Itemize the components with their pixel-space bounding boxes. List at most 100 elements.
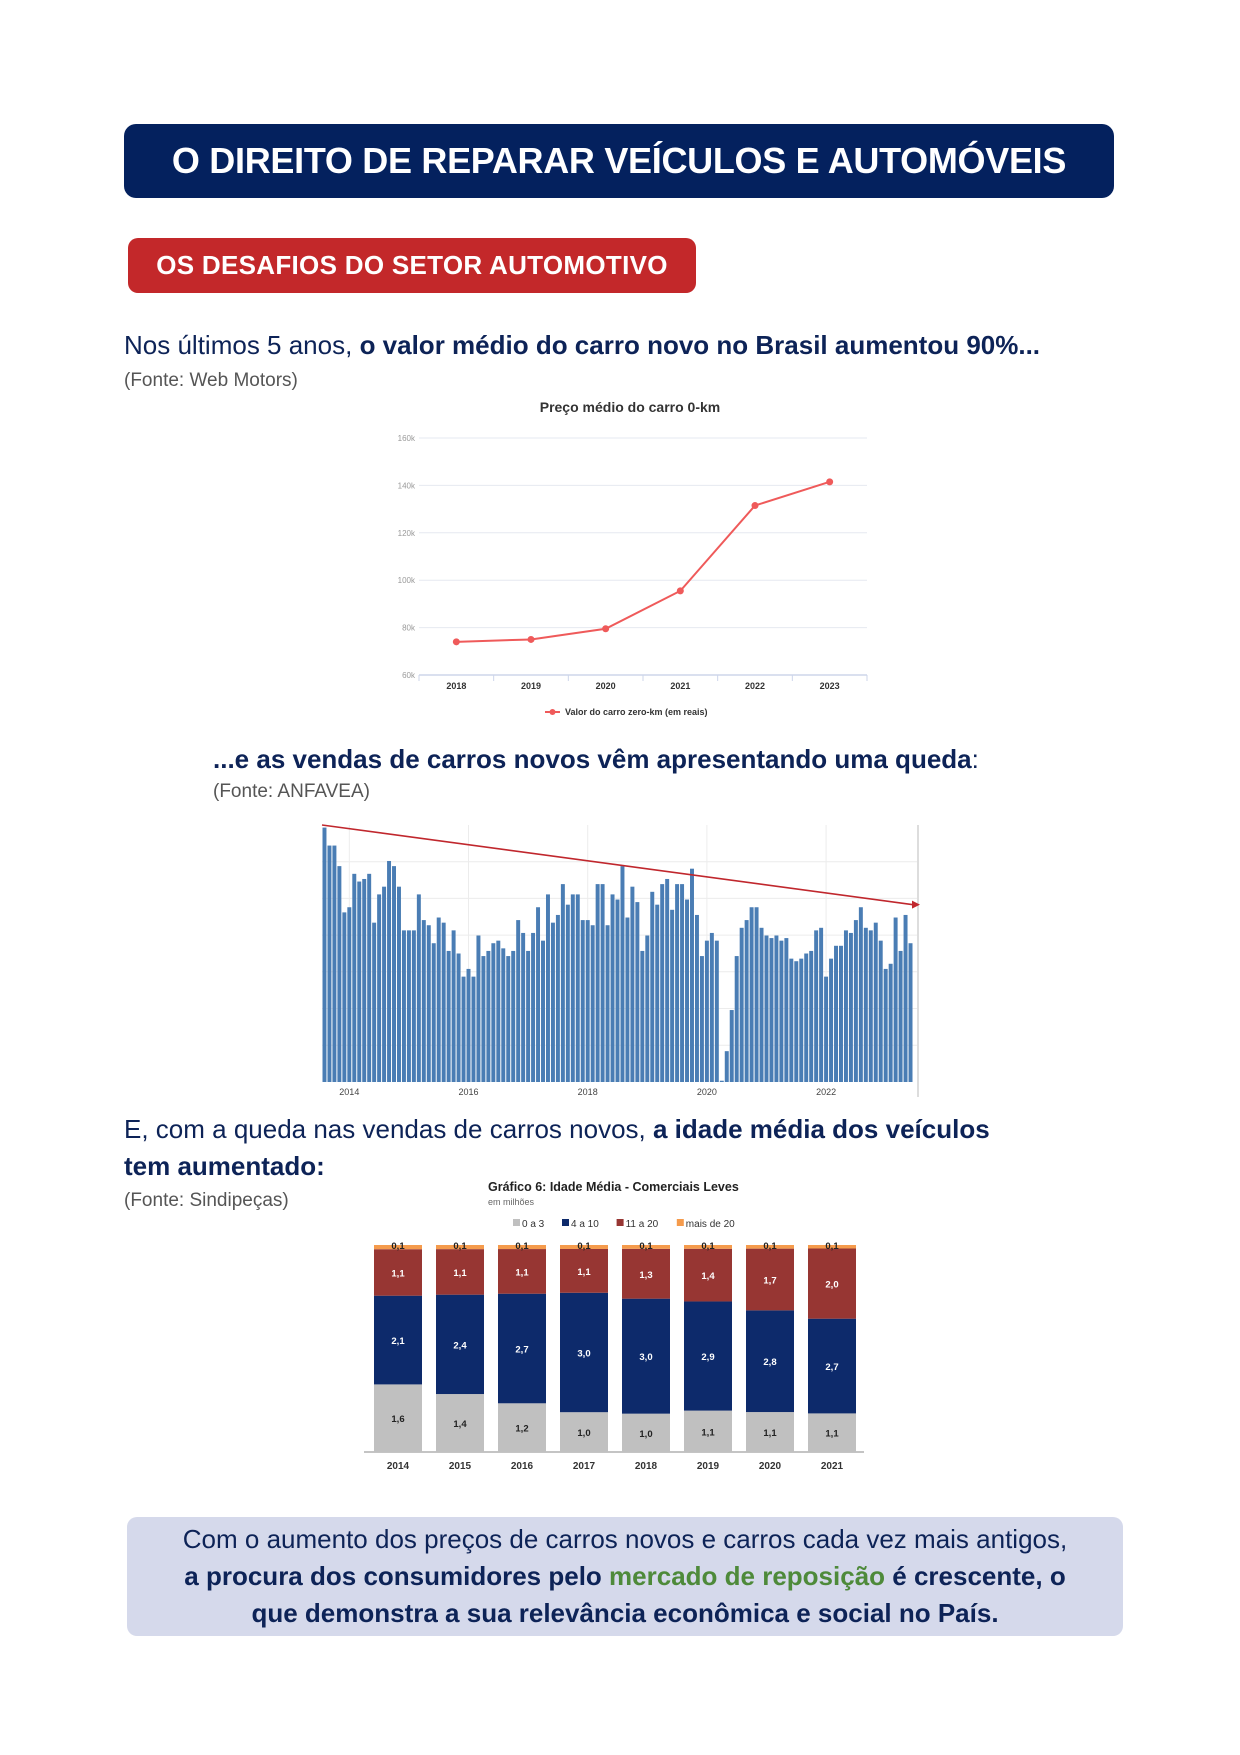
x-tick-label: 2021 [670, 681, 690, 691]
sales-bar [675, 884, 680, 1082]
data-label: 0,1 [453, 1241, 467, 1252]
summary-bold-a: a procura dos consumidores pelo [184, 1561, 610, 1591]
sales-bar [794, 961, 799, 1082]
sales-bar [749, 907, 754, 1082]
stack-segment [746, 1412, 794, 1452]
sales-bar [714, 940, 719, 1082]
sales-bar [908, 943, 913, 1082]
sales-statement: ...e as vendas de carros novos vêm apres… [213, 744, 979, 775]
chart-subtitle: em milhões [488, 1197, 535, 1207]
x-tick-label: 2017 [573, 1461, 596, 1472]
sales-bar [322, 827, 327, 1082]
data-label: 2,7 [515, 1345, 528, 1356]
sales-bar [888, 963, 893, 1082]
stack-segment [684, 1248, 732, 1302]
legend-label: 0 a 3 [522, 1219, 545, 1230]
sales-bar [496, 940, 501, 1082]
data-label: 1,1 [701, 1427, 715, 1438]
trend-arrow-icon [912, 900, 920, 909]
sales-bar [585, 920, 590, 1082]
section-heading-text: OS DESAFIOS DO SETOR AUTOMOTIVO [156, 250, 668, 280]
stack-segment [436, 1294, 484, 1395]
sales-bar [501, 948, 506, 1082]
sales-bar [486, 950, 491, 1082]
age-stacked-bar-chart: Gráfico 6: Idade Média - Comerciais Leve… [364, 1180, 864, 1472]
stack-segment [498, 1293, 546, 1404]
stack-segment [498, 1249, 546, 1294]
sales-bar [466, 968, 471, 1082]
data-label: 2,7 [825, 1362, 838, 1373]
data-label: 0,1 [391, 1241, 405, 1252]
stack-segment [436, 1245, 484, 1250]
data-label: 1,0 [577, 1428, 590, 1439]
sales-bar [382, 886, 387, 1082]
sales-bar [456, 953, 461, 1082]
data-label: 2,4 [453, 1340, 467, 1351]
data-label: 2,0 [825, 1280, 838, 1291]
data-point [751, 502, 759, 510]
stack-segment [374, 1245, 422, 1250]
x-tick-label: 2016 [511, 1461, 534, 1472]
sales-bar [878, 940, 883, 1082]
data-point [527, 635, 535, 643]
sales-bar [531, 932, 536, 1082]
sales-bar [476, 935, 481, 1082]
sales-bar [511, 950, 516, 1082]
sales-bar [610, 894, 615, 1082]
sales-bar [635, 902, 640, 1082]
sales-bar [521, 932, 526, 1082]
price-statement-highlight: o valor médio do carro novo no Brasil au… [359, 330, 1041, 360]
y-tick-label: 100k [398, 576, 416, 585]
summary-line-1: Com o aumento dos preços de carros novos… [182, 1524, 1068, 1554]
stack-segment [560, 1292, 608, 1413]
sales-bar [620, 866, 625, 1082]
data-label: 0,1 [515, 1241, 529, 1252]
legend-swatch [562, 1219, 569, 1226]
data-label: 2,9 [701, 1352, 714, 1363]
sales-bar [645, 935, 650, 1082]
sales-bar [839, 945, 843, 1082]
data-point [452, 638, 460, 646]
stack-segment [498, 1403, 546, 1452]
summary-bold-b: é crescente, o [885, 1561, 1066, 1591]
age-source: (Fonte: Sindipeças) [124, 1190, 289, 1211]
data-label: 1,4 [701, 1271, 715, 1282]
sales-bar [764, 935, 769, 1082]
y-tick-label: 120k [398, 529, 416, 538]
sales-bar [655, 904, 660, 1082]
data-label: 1,1 [577, 1267, 591, 1278]
sales-bar [337, 866, 342, 1082]
price-line-chart: Preço médio do carro 0-km 60k 80k 100k 120k 1… [398, 399, 868, 717]
sales-bar [744, 920, 749, 1082]
sales-bar [665, 878, 670, 1082]
sales-bar [868, 930, 873, 1082]
sales-bar [377, 894, 382, 1082]
sales-bar [471, 976, 476, 1082]
sales-bar [774, 935, 779, 1082]
sales-bar [327, 845, 332, 1082]
stack-segment [746, 1245, 794, 1249]
stack-segment [374, 1384, 422, 1452]
stack-segment [808, 1318, 856, 1414]
stack-segment [746, 1248, 794, 1311]
sales-bar [387, 860, 392, 1082]
data-label: 2,8 [763, 1357, 776, 1368]
sales-bar [481, 956, 486, 1082]
x-tick-label: 2019 [697, 1461, 720, 1472]
sales-bar [863, 927, 868, 1082]
sales-bar [491, 943, 496, 1082]
sales-bar [685, 899, 690, 1082]
trend-line [321, 824, 914, 906]
sales-bar [834, 945, 839, 1082]
page-title: O DIREITO DE REPARAR VEÍCULOS E AUTOMÓVE… [171, 140, 1067, 181]
sales-bar [729, 1010, 734, 1082]
sales-bar [347, 907, 352, 1082]
x-tick-label: 2021 [821, 1461, 844, 1472]
stack-segment [374, 1295, 422, 1385]
sales-bar [829, 958, 834, 1082]
sales-bar [903, 914, 908, 1082]
summary-line-3: que demonstra a sua relevância econômica… [127, 1595, 1123, 1632]
data-point [602, 625, 610, 633]
sales-bar [555, 914, 560, 1082]
sales-bar [441, 922, 446, 1082]
